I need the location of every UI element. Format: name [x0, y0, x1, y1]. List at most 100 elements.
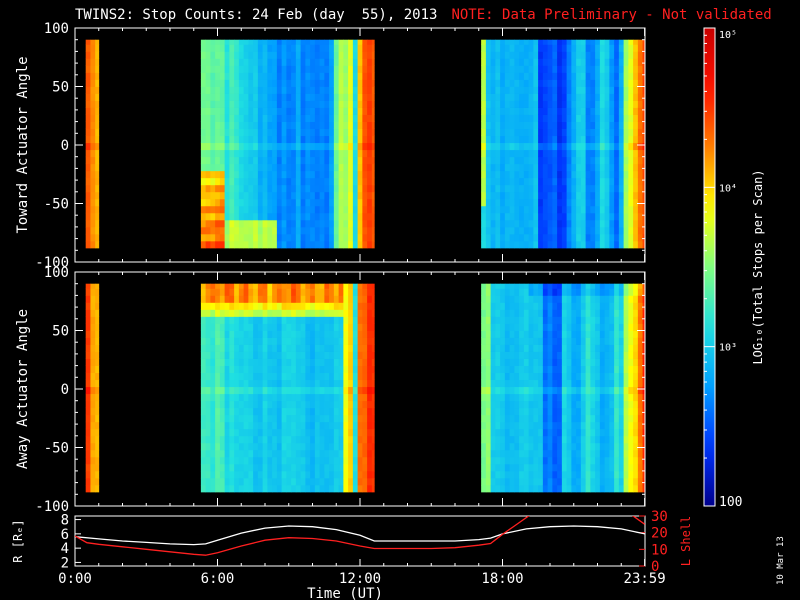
heat-cell — [357, 470, 363, 479]
heat-cell — [352, 212, 359, 221]
heat-cell — [305, 414, 311, 423]
heat-cell — [599, 463, 606, 472]
heat-cell — [229, 421, 235, 430]
heat-cell — [371, 484, 375, 493]
heat-cell — [272, 51, 278, 59]
heat-cell — [333, 191, 340, 200]
heat-cell — [637, 330, 644, 338]
heat-cell — [552, 86, 558, 94]
heat-cell — [262, 379, 268, 388]
heat-cell — [604, 344, 610, 352]
heat-cell — [243, 421, 249, 430]
heat-cell — [585, 393, 591, 402]
heat-cell — [305, 39, 311, 45]
axes-layer — [74, 27, 716, 567]
heat-cell — [338, 414, 344, 423]
heat-cell — [310, 100, 316, 108]
heat-cell — [371, 184, 375, 193]
heat-cell — [300, 240, 306, 249]
heat-cell — [248, 44, 254, 52]
heat-cell — [286, 135, 292, 144]
heat-cell — [528, 184, 534, 193]
heat-cell — [90, 372, 96, 381]
heat-cell — [485, 177, 492, 186]
heat-cell — [495, 58, 501, 66]
heat-cell — [509, 72, 515, 80]
toward-ytick-label: 0 — [61, 138, 69, 154]
heat-cell — [352, 233, 359, 242]
heat-cell — [272, 358, 278, 366]
heat-cell — [276, 93, 283, 101]
heat-cell — [85, 184, 91, 193]
heat-cell — [637, 379, 644, 388]
heat-cell — [205, 212, 211, 221]
heat-cell — [272, 379, 278, 388]
heat-cell — [286, 351, 292, 359]
heat-cell — [495, 435, 501, 444]
heat-cell — [210, 240, 216, 249]
heat-cell — [343, 212, 349, 221]
heat-cell — [623, 163, 629, 172]
heat-cell — [637, 163, 644, 172]
heat-cell — [533, 365, 539, 374]
heat-cell — [219, 58, 226, 66]
heat-cell — [95, 393, 100, 402]
heat-cell — [542, 212, 549, 221]
heat-cell — [262, 477, 268, 486]
heat-cell — [90, 205, 96, 214]
heat-cell — [500, 414, 506, 423]
heat-cell — [495, 372, 501, 381]
heat-cell — [542, 170, 549, 179]
heat-cell — [633, 484, 639, 493]
heat-cell — [618, 44, 625, 52]
heat-cell — [642, 86, 646, 94]
heat-cell — [566, 107, 572, 115]
heat-cell — [533, 100, 539, 108]
heat-cell — [219, 288, 226, 296]
heat-cell — [500, 170, 506, 179]
heat-cell — [243, 484, 249, 493]
heat-cell — [590, 191, 596, 200]
heat-cell — [357, 477, 363, 486]
heat-cell — [229, 393, 235, 402]
heat-cell — [618, 149, 625, 158]
heat-cell — [286, 428, 292, 437]
heat-cell — [215, 435, 221, 444]
heat-cell — [90, 121, 96, 130]
heat-cell — [623, 337, 629, 345]
heat-cell — [519, 323, 525, 331]
heat-cell — [623, 414, 629, 423]
heat-cell — [367, 456, 373, 465]
heat-cell — [504, 219, 511, 228]
heat-cell — [234, 442, 240, 451]
heat-cell — [590, 421, 596, 430]
heat-cell — [504, 330, 511, 338]
heat-cell — [618, 337, 625, 345]
heat-cell — [300, 337, 306, 345]
heat-cell — [243, 316, 249, 324]
heat-cell — [509, 121, 515, 130]
heat-cell — [286, 344, 292, 352]
heat-cell — [343, 44, 349, 52]
heat-cell — [205, 121, 211, 130]
heat-cell — [576, 114, 582, 122]
heat-cell — [504, 128, 511, 137]
heat-cell — [224, 283, 230, 289]
heat-cell — [90, 365, 96, 374]
heat-cell — [547, 428, 553, 437]
heat-cell — [234, 386, 240, 395]
heat-cell — [509, 184, 515, 193]
heat-cell — [205, 449, 211, 458]
heat-cell — [585, 65, 591, 73]
heat-cell — [281, 414, 287, 423]
heat-cell — [210, 86, 216, 94]
heat-cell — [262, 149, 268, 158]
heat-cell — [348, 107, 354, 115]
heat-cell — [547, 79, 553, 87]
heat-cell — [300, 44, 306, 52]
heat-cell — [253, 107, 259, 115]
heat-cell — [571, 407, 577, 416]
heat-cell — [571, 184, 577, 193]
heat-cell — [557, 72, 563, 80]
heat-cell — [310, 58, 316, 66]
